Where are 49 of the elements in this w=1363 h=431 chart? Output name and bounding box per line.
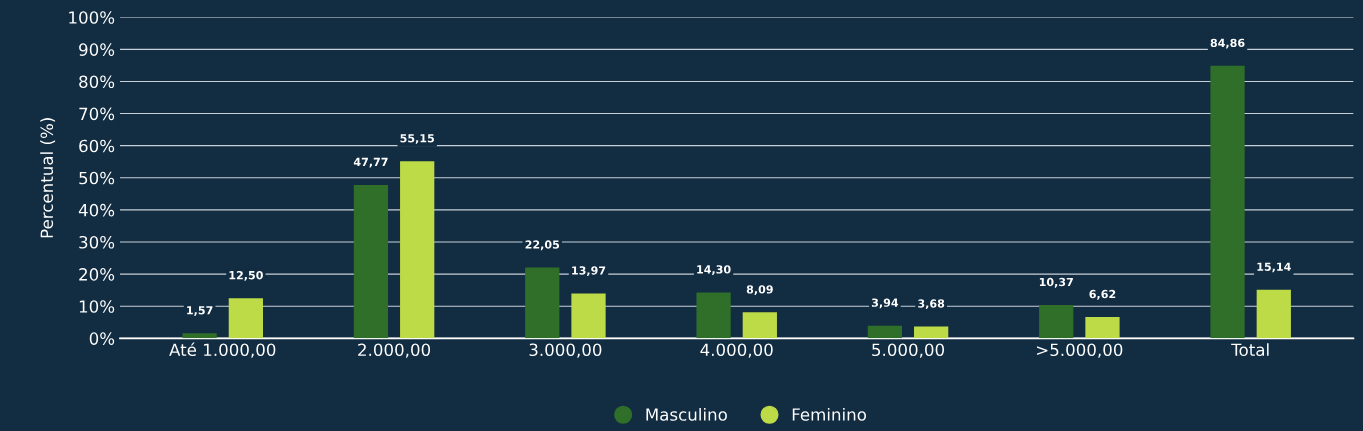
x-tick-label: 3.000,00 — [529, 343, 602, 358]
y-tick-label: 50% — [79, 171, 115, 185]
y-tick-label: 60% — [79, 139, 115, 153]
x-tick-label: >5.000,00 — [1037, 343, 1123, 358]
bar — [914, 326, 949, 339]
x-tick-label: Até 1.000,00 — [169, 342, 276, 358]
bar — [182, 333, 217, 339]
bar — [1256, 289, 1291, 339]
bar — [228, 298, 263, 339]
y-tick-label: 40% — [78, 203, 115, 217]
data-label: 14,30 — [697, 265, 731, 276]
data-label: 13,97 — [572, 266, 606, 277]
legend-label: Masculino — [646, 407, 727, 421]
data-label: 15,14 — [1257, 262, 1291, 273]
y-tick-label: 0% — [89, 332, 115, 345]
data-label: 22,05 — [525, 240, 560, 251]
data-label: 1,57 — [187, 306, 213, 316]
data-label: 10,37 — [1039, 277, 1073, 288]
bar — [696, 292, 731, 339]
bar — [353, 184, 389, 339]
data-label: 6,62 — [1089, 289, 1116, 300]
bar — [400, 161, 435, 339]
legend-label: Feminino — [792, 407, 867, 421]
data-label: 3,94 — [871, 298, 899, 309]
x-tick-label: 4.000,00 — [700, 343, 773, 358]
bar — [525, 267, 560, 339]
data-label: 84,86 — [1210, 38, 1245, 49]
data-label: 55,15 — [400, 134, 434, 144]
y-tick-label: 70% — [79, 107, 115, 121]
data-label: 3,68 — [918, 299, 945, 310]
y-tick-label: 30% — [79, 235, 115, 249]
x-tick-label: Total — [1231, 343, 1269, 357]
y-tick-label: 80% — [79, 75, 115, 89]
bar — [1085, 317, 1120, 339]
y-tick-label: 90% — [79, 43, 115, 56]
bar — [1210, 65, 1245, 339]
bar — [1039, 305, 1074, 339]
x-tick-label: 2.000,00 — [358, 343, 431, 358]
x-tick-label: 5.000,00 — [872, 343, 945, 358]
bar — [867, 325, 903, 339]
data-label: 8,09 — [746, 285, 773, 295]
y-tick-label: 10% — [79, 300, 115, 313]
data-label: 47,77 — [353, 157, 388, 168]
bar — [571, 293, 606, 339]
y-axis-title: Percentual (%) — [40, 118, 56, 238]
y-tick-label: 100% — [69, 11, 115, 24]
y-tick-label: 20% — [79, 268, 115, 281]
bar — [742, 312, 777, 339]
data-label: 12,50 — [229, 270, 263, 281]
